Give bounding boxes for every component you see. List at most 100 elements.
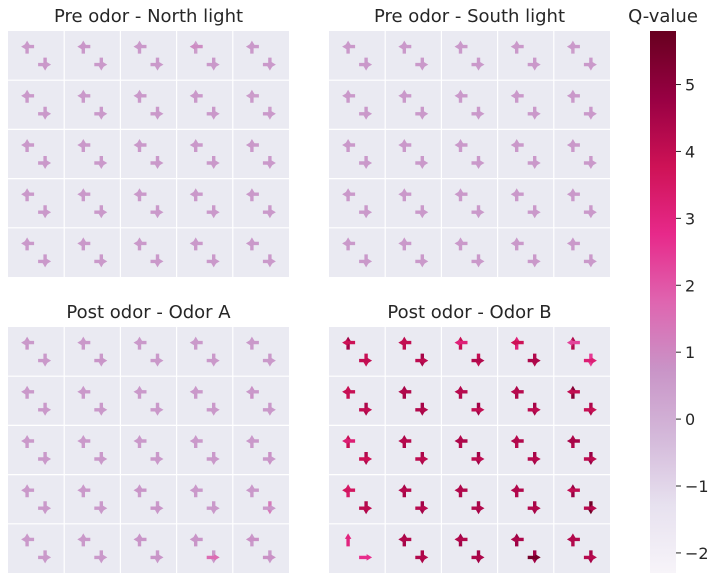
grid-cell <box>245 139 276 169</box>
arrow-right <box>415 505 429 512</box>
grid-cell <box>77 139 108 169</box>
arrow-left <box>77 141 91 149</box>
arrow-right <box>359 406 373 414</box>
arrow-left <box>566 43 580 50</box>
arrow-right <box>471 159 485 167</box>
colorbar-tick-label: 3 <box>685 209 695 228</box>
grid-cell <box>398 89 429 120</box>
arrow-left <box>398 191 412 198</box>
arrow-left <box>77 92 91 100</box>
arrow-right <box>262 61 276 68</box>
arrow-left <box>398 240 412 247</box>
colorbar-tick-label: 0 <box>685 410 695 429</box>
colorbar-tick-label: 5 <box>685 76 695 95</box>
grid-cell <box>133 89 164 120</box>
panel-background <box>329 31 610 277</box>
colorbar-tick-label: 2 <box>685 276 695 295</box>
arrow-right <box>206 110 220 118</box>
arrow-right <box>471 406 485 414</box>
grid-cell <box>133 533 164 564</box>
arrow-left <box>133 191 147 198</box>
arrow-left <box>566 339 580 346</box>
arrow-left <box>189 191 203 198</box>
grid-cell <box>189 139 220 169</box>
grid-cell <box>454 385 485 416</box>
arrow-left <box>245 141 259 149</box>
arrow-right <box>583 61 597 68</box>
arrow-right <box>583 159 597 167</box>
arrow-left <box>245 191 259 198</box>
arrow-right <box>150 159 164 167</box>
arrow-right <box>527 554 541 561</box>
arrow-left <box>133 339 147 346</box>
arrow-left <box>189 141 203 149</box>
arrow-right <box>415 554 429 561</box>
grid-cell <box>245 89 276 120</box>
grid-cell <box>342 484 373 515</box>
grid-cell <box>21 336 52 367</box>
grid-cell <box>398 484 429 515</box>
grid-cell <box>566 533 597 564</box>
arrow-right <box>527 61 541 68</box>
arrow-right <box>415 159 429 167</box>
grid-cell <box>342 139 373 169</box>
grid-cell <box>342 89 373 120</box>
arrow-right <box>94 357 108 364</box>
arrow-left <box>245 437 259 445</box>
arrow-right <box>150 455 164 463</box>
grid-cell <box>245 484 276 515</box>
arrow-left <box>510 43 524 50</box>
arrow-left <box>21 487 35 494</box>
arrow-left <box>133 487 147 494</box>
panel-1: Pre odor - North light <box>8 6 289 277</box>
colorbar-tick-label: 1 <box>685 343 695 362</box>
arrow-left <box>21 536 35 543</box>
arrow-left <box>189 92 203 100</box>
arrow-left <box>566 240 580 247</box>
arrow-right <box>38 209 52 216</box>
arrow-left <box>510 339 524 346</box>
arrow-right <box>359 159 373 167</box>
grid-cell <box>510 533 541 564</box>
colorbar-tick-label: 4 <box>685 142 695 161</box>
colorbar-title: Q-value <box>628 6 698 27</box>
arrow-right <box>583 406 597 414</box>
panel-title: Pre odor - North light <box>54 6 243 27</box>
arrow-left <box>566 487 580 494</box>
grid-cell <box>454 484 485 515</box>
grid-cell <box>398 435 429 465</box>
arrow-left <box>77 43 91 50</box>
arrow-right <box>150 61 164 68</box>
grid-cell <box>189 533 220 564</box>
arrow-right <box>206 406 220 414</box>
arrow-right <box>94 505 108 512</box>
policy-panels: Pre odor - North light Pre odor - South l… <box>8 6 610 573</box>
grid-cell <box>398 533 429 564</box>
colorbar-tick-label: −2 <box>685 544 709 563</box>
arrow-left <box>77 240 91 247</box>
arrow-left <box>245 536 259 543</box>
grid-cell <box>21 89 52 120</box>
arrow-left <box>189 487 203 494</box>
arrow-right <box>262 357 276 364</box>
grid-cell <box>510 139 541 169</box>
arrow-right <box>38 357 52 364</box>
arrow-right <box>150 209 164 216</box>
grid-cell <box>566 188 597 219</box>
grid-cell <box>77 40 108 71</box>
grid-cell <box>245 188 276 219</box>
grid-cell <box>398 188 429 219</box>
arrow-right <box>262 258 276 265</box>
grid-cell <box>398 40 429 71</box>
arrow-right <box>206 209 220 216</box>
grid-cell <box>566 385 597 416</box>
arrow-right <box>415 406 429 414</box>
grid-cell <box>77 336 108 367</box>
arrow-right <box>415 209 429 216</box>
arrow-left <box>133 536 147 543</box>
arrow-left <box>77 388 91 396</box>
arrow-left <box>189 43 203 50</box>
grid-cell <box>77 188 108 219</box>
arrow-left <box>454 536 468 543</box>
grid-cell <box>566 484 597 515</box>
